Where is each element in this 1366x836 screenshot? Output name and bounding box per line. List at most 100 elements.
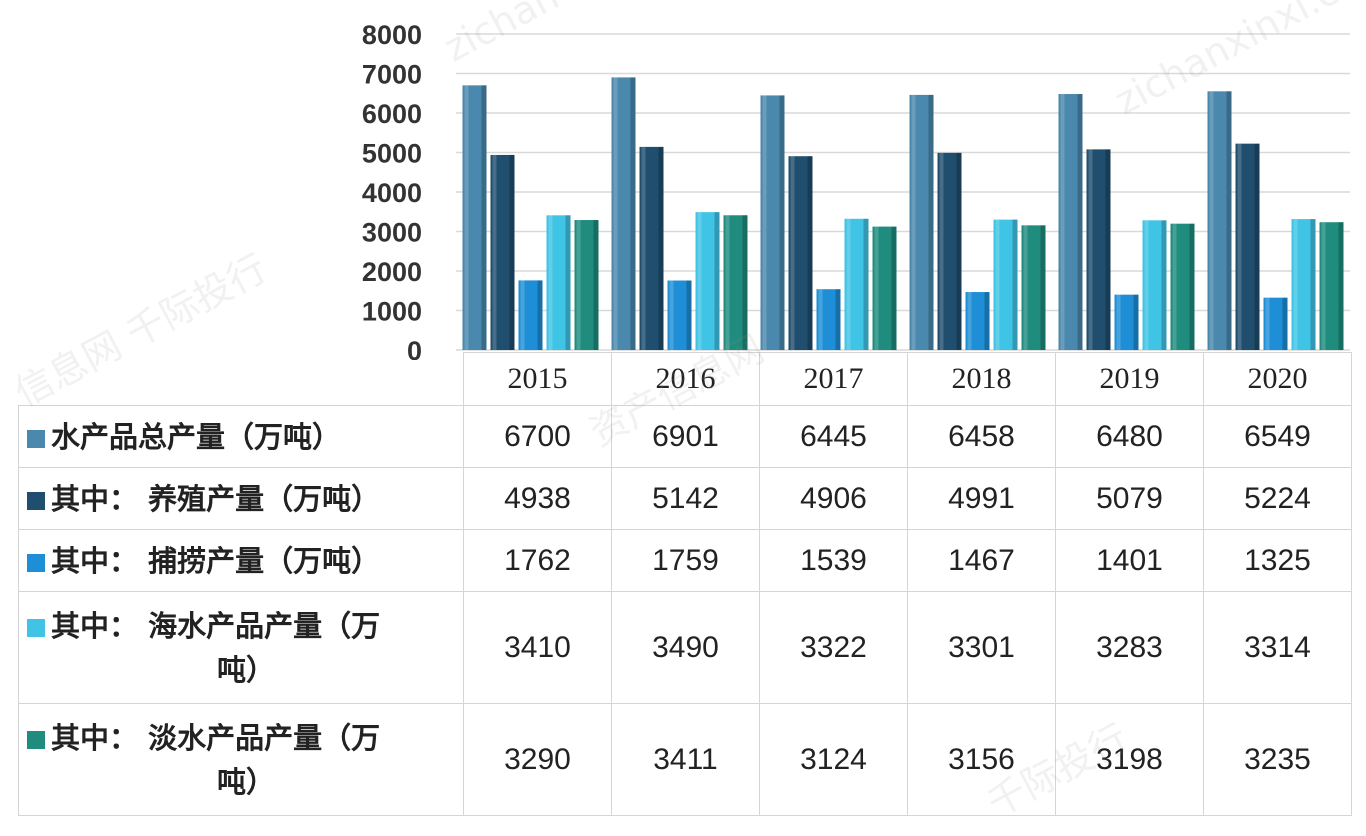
bar (1021, 225, 1046, 350)
data-label: 1539 (759, 529, 908, 592)
data-label: 3198 (1055, 703, 1204, 816)
bar-shade (984, 292, 990, 350)
bar-face (1235, 143, 1260, 350)
bar (611, 77, 636, 351)
data-label: 3490 (611, 591, 760, 704)
y-tick-label: 5000 (362, 139, 422, 169)
series-label-text: 水产品总产量（万吨） (51, 419, 342, 454)
bar-face (937, 152, 962, 350)
bar-face (965, 292, 990, 350)
bar-shade (686, 280, 692, 350)
bar-face (1086, 149, 1111, 350)
bar-shade (742, 215, 748, 350)
bar-highlight (1023, 225, 1028, 350)
data-label: 1401 (1055, 529, 1204, 592)
bar-face (1058, 94, 1083, 350)
data-label: 1759 (611, 529, 760, 592)
bar-face (909, 94, 934, 350)
bar-highlight (967, 292, 972, 350)
y-tick-label: 0 (407, 336, 422, 360)
legend-swatch (27, 618, 45, 637)
bar-shade (658, 146, 664, 350)
bar (462, 85, 487, 350)
bar-shade (1012, 219, 1018, 350)
bar (788, 156, 813, 350)
series-label-text: 其中： 养殖产量（万吨） (51, 481, 381, 516)
bar-highlight (1088, 149, 1093, 350)
bars (462, 77, 1344, 351)
bar-face (1114, 294, 1139, 350)
table-row: 其中： 淡水产品产量（万 吨） 3290 3411 3124 3156 3198 3235 (18, 703, 1352, 816)
year-header-row: 2015 2016 2017 2018 2019 2020 (19, 352, 1352, 406)
bar-shade (863, 218, 869, 350)
series-label-text: 其中： 捕捞产量（万吨） (51, 543, 381, 578)
bar-chart: 0 1000 2000 3000 4000 5000 6000 7000 8000 (362, 20, 1350, 360)
series-label: 其中： 养殖产量（万吨） (18, 467, 464, 530)
year-header-2019: 2019 (1055, 352, 1204, 406)
bar (695, 212, 720, 350)
bar-shade (1133, 294, 1139, 350)
table-row: 水产品总产量（万吨） 6700 6901 6445 6458 6480 6549 (18, 405, 1352, 468)
bar (760, 95, 785, 350)
bar-shade (1161, 220, 1167, 350)
series-label-text: 其中： 淡水产品产量（万 (51, 720, 381, 755)
bar-highlight (613, 77, 618, 351)
bar-face (639, 146, 664, 350)
bar-face (667, 280, 692, 350)
bar-shade (565, 215, 571, 350)
bar (1058, 94, 1083, 350)
bar-highlight (548, 215, 553, 350)
bar-face (546, 215, 571, 350)
bar-face (1207, 91, 1232, 350)
bar-shade (1189, 223, 1195, 350)
bar-face (1319, 222, 1344, 350)
bar-shade (714, 212, 720, 350)
bar (937, 152, 962, 350)
bar (965, 292, 990, 350)
year-header-2015: 2015 (463, 352, 612, 406)
bar-highlight (874, 226, 879, 350)
bar-shade (630, 77, 636, 351)
data-label: 3314 (1203, 591, 1352, 704)
data-label: 1467 (907, 529, 1056, 592)
bar-face (816, 289, 841, 350)
bar-face (518, 280, 543, 350)
data-label: 6700 (463, 405, 612, 468)
bar-face (844, 218, 869, 350)
bar-highlight (911, 94, 916, 350)
bar-highlight (492, 154, 497, 350)
bar-shade (1226, 91, 1232, 350)
legend-swatch (27, 730, 45, 749)
data-label: 6901 (611, 405, 760, 468)
data-label: 4906 (759, 467, 908, 530)
bar (490, 154, 515, 350)
series-label-text: 吨） (217, 764, 276, 799)
bar (518, 280, 543, 350)
year-header-2020: 2020 (1203, 352, 1352, 406)
data-label: 3410 (463, 591, 612, 704)
y-tick-label: 4000 (362, 178, 422, 208)
year-header-2017: 2017 (759, 352, 908, 406)
bar-face (1021, 225, 1046, 350)
bar (993, 219, 1018, 350)
bar-face (490, 154, 515, 350)
bar-highlight (1237, 143, 1242, 350)
bar (546, 215, 571, 350)
table-row: 其中： 海水产品产量（万 吨） 3410 3490 3322 3301 3283 3314 (18, 591, 1352, 704)
bar-shade (509, 154, 515, 350)
legend-swatch (27, 429, 45, 448)
legend-swatch (27, 553, 45, 572)
data-label: 4991 (907, 467, 1056, 530)
series-label: 其中： 淡水产品产量（万吨） (18, 703, 464, 816)
series-label-text: 吨） (217, 652, 276, 687)
data-label: 3235 (1203, 703, 1352, 816)
data-label: 3322 (759, 591, 908, 704)
bar (1291, 219, 1316, 350)
bar-highlight (1060, 94, 1065, 350)
data-label: 3283 (1055, 591, 1204, 704)
bar (1170, 223, 1195, 350)
bar (723, 215, 748, 350)
data-table: 2015 2016 2017 2018 2019 2020 水产品总产量（万吨） 6700 6… (18, 352, 1352, 816)
bar-shade (1338, 222, 1344, 350)
bar-face (1170, 223, 1195, 350)
